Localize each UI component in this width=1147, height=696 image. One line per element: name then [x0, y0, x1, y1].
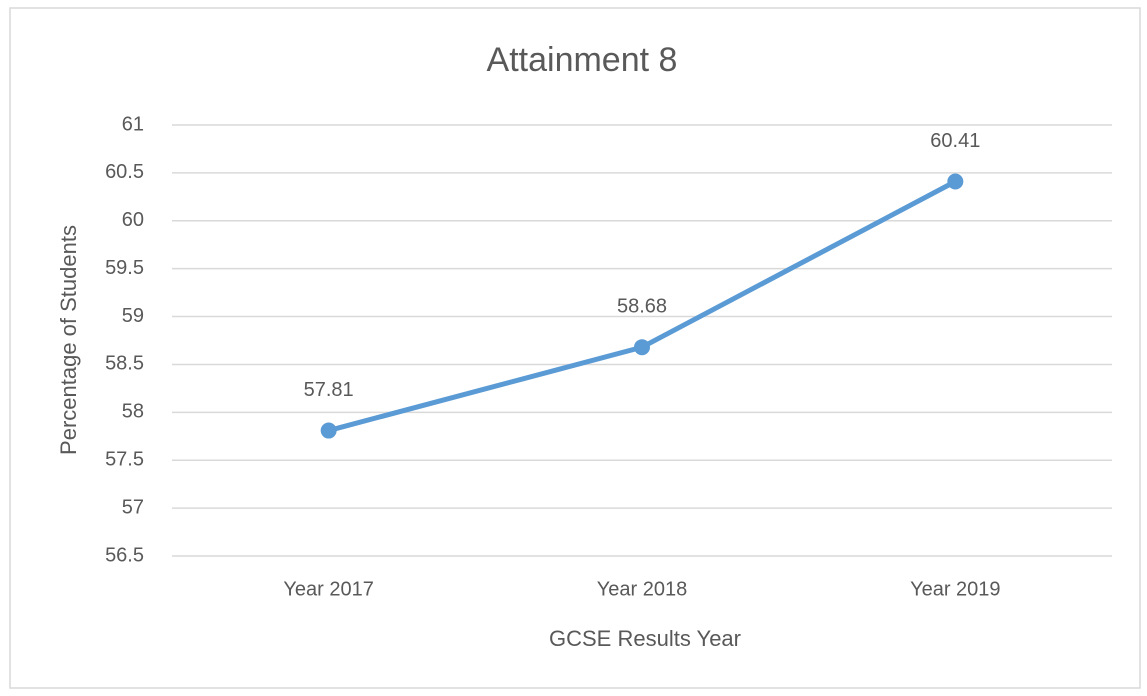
y-tick-label: 56.5	[105, 544, 144, 566]
chart-frame	[9, 7, 1141, 689]
y-axis-label: Percentage of Students	[56, 225, 81, 455]
y-tick-label: 61	[122, 113, 144, 135]
y-tick-label: 59	[122, 305, 144, 327]
x-tick-label: Year 2018	[597, 578, 687, 600]
y-tick-label: 60.5	[105, 161, 144, 183]
data-label: 57.81	[304, 379, 354, 401]
y-tick-label: 60	[122, 209, 144, 231]
y-tick-label: 59.5	[105, 257, 144, 279]
y-tick-label: 57	[122, 496, 144, 518]
point	[947, 173, 964, 190]
x-axis-label: GCSE Results Year	[549, 626, 741, 651]
y-tick-label: 57.5	[105, 449, 144, 471]
x-tick-label: Year 2019	[910, 578, 1000, 600]
data-label: 60.41	[930, 130, 980, 152]
y-tick-label: 58	[122, 401, 144, 423]
data-label: 58.68	[617, 295, 667, 317]
chart-title: Attainment 8	[487, 41, 678, 79]
point	[634, 339, 650, 356]
x-tick-label: Year 2017	[283, 578, 373, 600]
y-tick-label: 58.5	[105, 353, 144, 375]
point	[320, 422, 337, 439]
